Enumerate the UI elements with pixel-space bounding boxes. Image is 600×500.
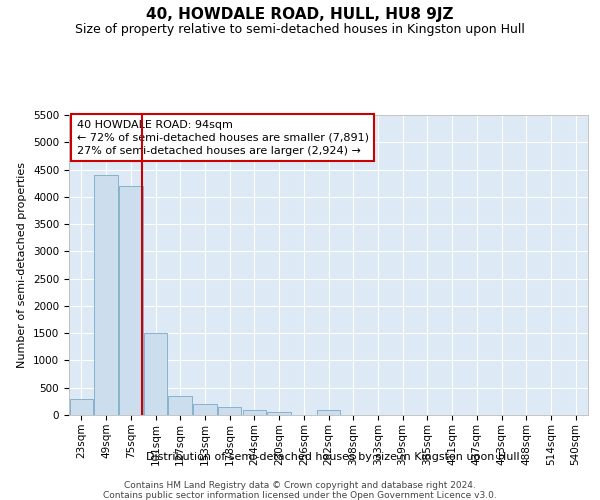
Bar — [317, 410, 340, 415]
Text: Distribution of semi-detached houses by size in Kingston upon Hull: Distribution of semi-detached houses by … — [146, 452, 520, 462]
Y-axis label: Number of semi-detached properties: Number of semi-detached properties — [17, 162, 28, 368]
Bar — [242, 410, 266, 415]
Bar — [169, 396, 192, 415]
Text: Contains public sector information licensed under the Open Government Licence v3: Contains public sector information licen… — [103, 491, 497, 500]
Text: Contains HM Land Registry data © Crown copyright and database right 2024.: Contains HM Land Registry data © Crown c… — [124, 481, 476, 490]
Bar — [218, 407, 241, 415]
Bar — [268, 412, 291, 415]
Text: Size of property relative to semi-detached houses in Kingston upon Hull: Size of property relative to semi-detach… — [75, 22, 525, 36]
Bar — [119, 186, 143, 415]
Bar — [70, 398, 93, 415]
Text: 40, HOWDALE ROAD, HULL, HU8 9JZ: 40, HOWDALE ROAD, HULL, HU8 9JZ — [146, 8, 454, 22]
Bar — [94, 175, 118, 415]
Bar — [144, 333, 167, 415]
Bar — [193, 404, 217, 415]
Text: 40 HOWDALE ROAD: 94sqm
← 72% of semi-detached houses are smaller (7,891)
27% of : 40 HOWDALE ROAD: 94sqm ← 72% of semi-det… — [77, 120, 369, 156]
